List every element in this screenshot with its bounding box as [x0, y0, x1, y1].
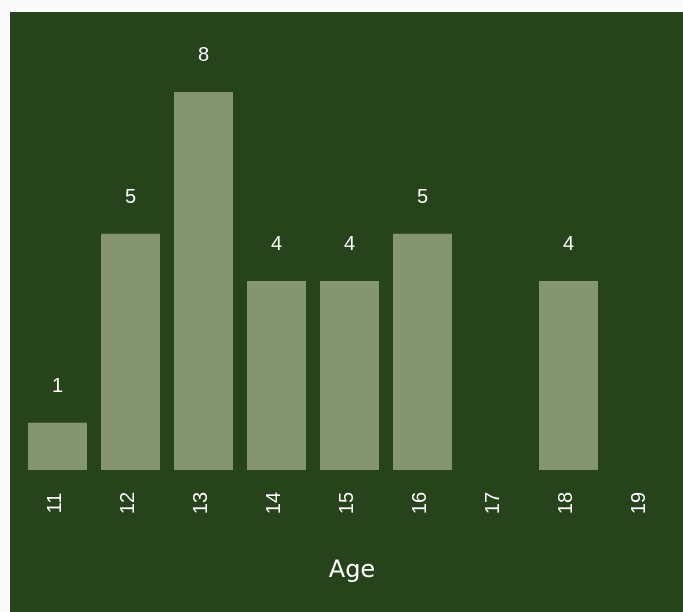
value-label-11: 1	[52, 375, 63, 397]
value-label-15: 4	[344, 233, 355, 255]
bar-15	[320, 281, 379, 470]
value-label-12: 5	[125, 186, 136, 208]
bar-14	[247, 281, 306, 470]
bar-18	[539, 281, 598, 470]
x-tick-label-14: 14	[263, 492, 285, 514]
x-tick-label-13: 13	[190, 492, 212, 514]
bar-13	[174, 92, 233, 470]
bar-11	[28, 422, 87, 470]
bars-group	[28, 92, 598, 470]
x-tick-label-12: 12	[117, 492, 139, 514]
bar-16	[393, 233, 452, 470]
x-tick-labels-group: 11 12 13 14 15 16 17 18 19	[44, 492, 650, 514]
x-tick-label-16: 16	[409, 492, 431, 514]
x-tick-label-19: 19	[628, 492, 650, 514]
value-label-18: 4	[563, 233, 574, 255]
value-label-13: 8	[198, 44, 209, 66]
x-tick-label-18: 18	[555, 492, 577, 514]
bar-12	[101, 233, 160, 470]
x-tick-label-11: 11	[44, 493, 66, 514]
value-label-16: 5	[417, 186, 428, 208]
x-tick-label-17: 17	[482, 492, 504, 514]
x-tick-label-15: 15	[336, 492, 358, 514]
value-label-14: 4	[271, 233, 282, 255]
value-labels-group: 1 5 8 4 4 5 4	[52, 44, 574, 397]
x-axis-title: Age	[329, 555, 375, 583]
